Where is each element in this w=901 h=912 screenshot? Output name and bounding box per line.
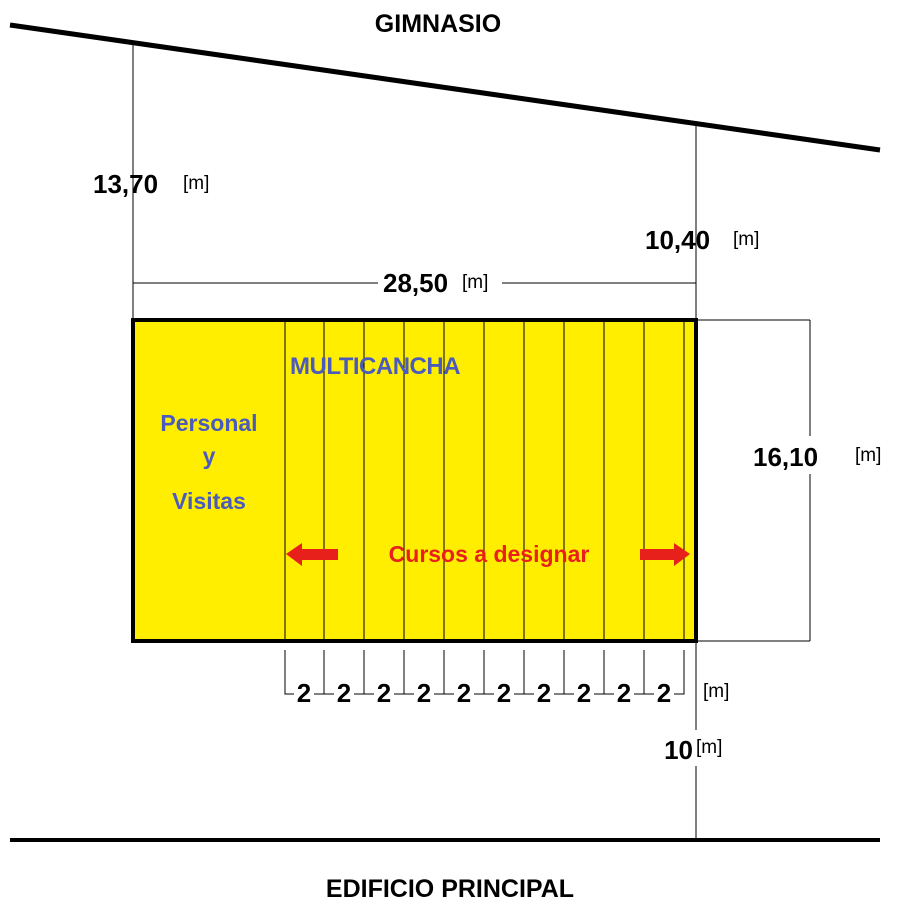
strip-label-background <box>494 676 514 704</box>
bottom-gap-label-background <box>670 730 758 766</box>
height-unit: [m] <box>855 445 881 466</box>
staff-label-line2: y <box>203 443 216 469</box>
right-arrowhead <box>640 543 690 566</box>
staff-label-line1: Personal <box>160 410 257 436</box>
strip-width-value: 2 <box>497 678 511 708</box>
bottom-gap-unit: [m] <box>696 737 722 758</box>
multicourt-label: MULTICANCHA <box>290 353 460 380</box>
strip-width-dimensions: 2 2 2 2 2 2 2 2 2 2 [m] <box>284 650 729 708</box>
right-gap-label: 10,40 [m] <box>645 225 759 255</box>
strip-label-background <box>614 676 634 704</box>
course-strip-lines <box>284 322 685 640</box>
height-value: 16,10 <box>753 442 818 472</box>
strip-label-background <box>294 676 314 704</box>
strip-width-value: 2 <box>377 678 391 708</box>
strip-label-background <box>654 676 674 704</box>
strip-width-value: 2 <box>297 678 311 708</box>
strip-width-value: 2 <box>457 678 471 708</box>
strip-label-background <box>414 676 434 704</box>
strip-width-unit: [m] <box>703 681 729 702</box>
left-gap-value: 13,70 <box>93 169 158 199</box>
width-value: 28,50 <box>383 268 448 298</box>
strip-width-value: 2 <box>537 678 551 708</box>
height-label-background <box>748 436 898 474</box>
courses-arrow: Cursos a designar <box>286 541 690 567</box>
left-gap-label: 13,70 [m] <box>93 169 209 199</box>
courses-label: Cursos a designar <box>389 541 590 567</box>
strip-width-value: 2 <box>337 678 351 708</box>
staff-label-line3: Visitas <box>172 488 246 514</box>
bottom-gap-value: 10 <box>664 735 693 765</box>
strip-width-value: 2 <box>577 678 591 708</box>
width-label-background <box>378 262 502 300</box>
left-gap-unit: [m] <box>183 173 209 194</box>
strip-label-background <box>534 676 554 704</box>
width-unit: [m] <box>462 272 488 293</box>
strip-width-value: 2 <box>657 678 671 708</box>
strip-label-background <box>374 676 394 704</box>
left-arrowhead <box>286 543 338 566</box>
strip-label-background <box>454 676 474 704</box>
right-gap-value: 10,40 <box>645 225 710 255</box>
strip-width-value: 2 <box>417 678 431 708</box>
strip-label-background <box>334 676 354 704</box>
right-gap-unit: [m] <box>733 229 759 250</box>
main-building-label: EDIFICIO PRINCIPAL <box>326 875 574 903</box>
gymnasium-label: GIMNASIO <box>375 10 501 38</box>
multicourt-area <box>131 318 698 643</box>
strip-width-value: 2 <box>617 678 631 708</box>
strip-label-background <box>574 676 594 704</box>
gymnasium-wall-line <box>9 22 881 153</box>
